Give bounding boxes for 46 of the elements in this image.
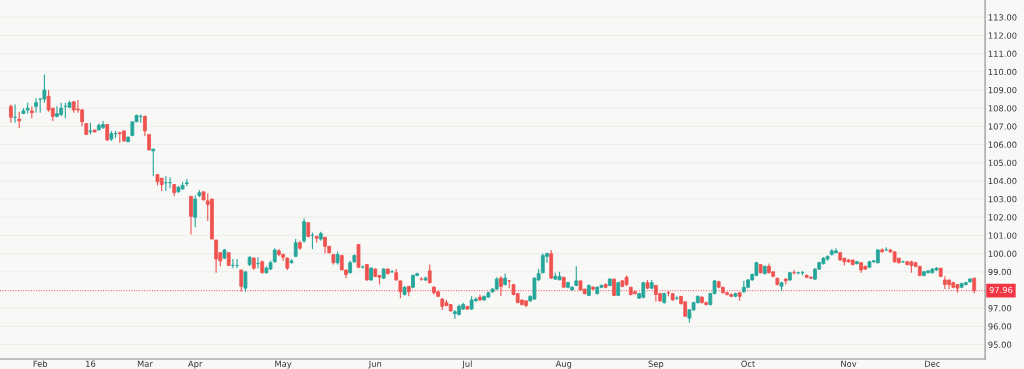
x-tick-label: Aug <box>555 360 572 369</box>
y-tick-label: 109.00 <box>988 86 1017 94</box>
y-tick-label: 95.00 <box>988 341 1012 348</box>
y-tick-label: 108.00 <box>988 105 1017 112</box>
candlestick <box>42 73 47 104</box>
y-tick-label: 104.00 <box>988 177 1017 185</box>
y-tick-label: 99.00 <box>988 268 1012 276</box>
y-tick-label: 101.00 <box>988 232 1017 239</box>
candlestick <box>189 195 193 236</box>
y-tick-label: 102.00 <box>988 214 1017 221</box>
y-tick-label: 107.00 <box>988 123 1017 130</box>
candlestick <box>9 103 13 124</box>
y-tick-label: 110.00 <box>988 68 1017 76</box>
x-tick-label: Dec <box>925 360 940 367</box>
y-tick-label: 112.00 <box>988 32 1017 39</box>
candlestick <box>55 105 59 118</box>
candlestick <box>46 89 51 113</box>
y-tick-label: 103.00 <box>988 196 1017 203</box>
ref-line-label: 97.96 <box>989 286 1013 294</box>
y-tick-label: 106.00 <box>988 141 1017 148</box>
candlestick <box>34 97 38 114</box>
x-tick-label: May <box>275 360 292 369</box>
candlestick <box>239 269 244 293</box>
x-tick-label: 16 <box>86 360 96 367</box>
x-tick-label: Oct <box>741 360 756 367</box>
x-tick-label: Sep <box>648 360 664 369</box>
candlestick <box>243 271 248 293</box>
y-tick-label: 96.00 <box>988 323 1012 330</box>
y-tick-label: 100.00 <box>988 250 1017 257</box>
candlestick <box>834 247 838 255</box>
y-tick-label: 113.00 <box>988 14 1017 21</box>
y-tick-label: 105.00 <box>988 159 1017 166</box>
x-tick-label: Apr <box>188 360 203 369</box>
candlestick <box>193 194 198 228</box>
candlestick <box>532 276 537 301</box>
x-tick-label: Mar <box>137 360 153 367</box>
candlestick <box>427 263 432 285</box>
y-tick-label: 111.00 <box>988 50 1017 57</box>
x-tick-label: Feb <box>33 360 48 367</box>
x-tick-label: Jul <box>461 360 472 369</box>
candlestick <box>499 275 503 297</box>
x-tick-label: Nov <box>841 360 857 367</box>
candlestick <box>151 148 156 177</box>
y-tick-label: 97.00 <box>988 305 1012 312</box>
candlestick <box>302 217 306 244</box>
x-tick-label: Jun <box>368 360 382 369</box>
